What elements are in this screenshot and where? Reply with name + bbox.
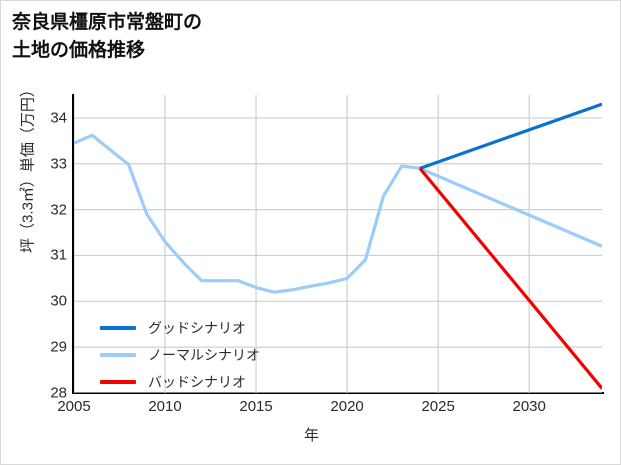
legend-item[interactable]: ノーマルシナリオ <box>100 341 320 368</box>
y-tick-label: 29 <box>50 338 67 356</box>
y-tick-label: 28 <box>50 384 67 402</box>
y-tick-label: 32 <box>50 201 67 219</box>
legend-line-icon <box>100 352 136 357</box>
legend-label: バッドシナリオ <box>148 373 246 390</box>
y-tick-label: 34 <box>50 109 67 127</box>
x-tick-label: 2005 <box>57 398 91 415</box>
series-lines <box>74 102 602 390</box>
x-tick-label: 2015 <box>239 398 273 415</box>
series-line <box>418 167 602 390</box>
gridlines <box>74 95 602 393</box>
x-axis-label: 年 <box>303 427 319 444</box>
legend-line-icon <box>100 379 136 384</box>
x-tick-label: 2030 <box>512 398 546 415</box>
legend-item[interactable]: グッドシナリオ <box>100 314 320 341</box>
x-tick-label: 2020 <box>330 398 364 415</box>
plot-area <box>74 95 602 393</box>
chart-legend: グッドシナリオ ノーマルシナリオ バッドシナリオ <box>100 314 320 395</box>
series-line <box>419 102 602 170</box>
legend-item[interactable]: バッドシナリオ <box>100 368 320 395</box>
legend-label: ノーマルシナリオ <box>148 346 260 363</box>
x-tick-label: 2025 <box>421 398 455 415</box>
legend-label: グッドシナリオ <box>148 319 246 336</box>
y-tick-label: 30 <box>50 292 67 310</box>
y-axis-tick-labels: 28 29 30 31 32 33 34 <box>1 1 67 464</box>
series-line <box>74 133 602 294</box>
x-tick-label: 2010 <box>148 398 182 415</box>
line-chart-svg <box>74 95 602 393</box>
y-tick-label: 31 <box>50 246 67 264</box>
x-axis-spine <box>72 392 604 394</box>
y-tick-label: 33 <box>50 155 67 173</box>
page-title: 奈良県橿原市常盤町の 土地の価格推移 <box>12 12 203 61</box>
y-axis-spine <box>72 94 74 394</box>
legend-line-icon <box>100 325 136 330</box>
